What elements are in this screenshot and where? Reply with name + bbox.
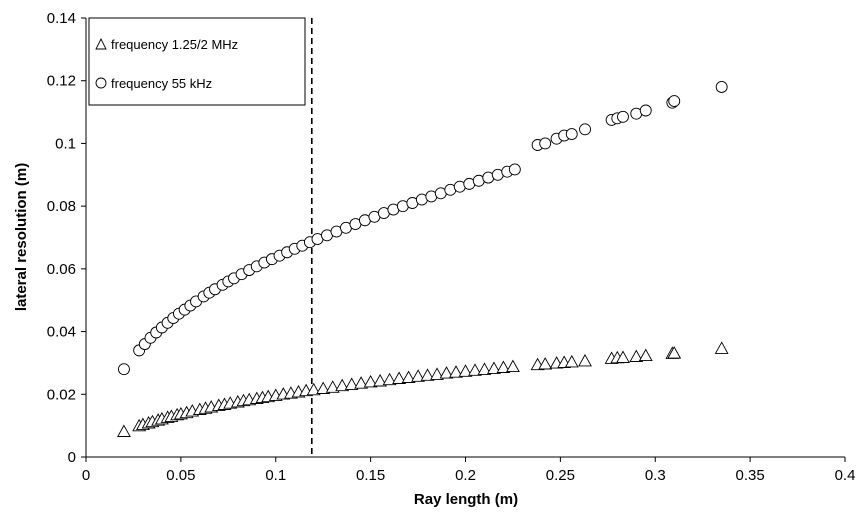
x-tick-label: 0.25 — [546, 467, 575, 484]
y-tick-label: 0.14 — [47, 10, 76, 27]
legend-marker-triangle — [95, 37, 107, 50]
y-tick-label: 0.02 — [47, 386, 76, 403]
y-tick-label: 0 — [68, 449, 76, 466]
triangle-point — [449, 365, 463, 378]
triangle-point — [578, 353, 592, 367]
x-tick-label: 0.1 — [265, 467, 286, 484]
legend: frequency 1.25/2 MHz frequency 55 kHz — [88, 17, 306, 106]
x-tick-label: 0.2 — [455, 467, 476, 484]
circle-point — [117, 363, 130, 376]
triangle-point — [392, 371, 407, 384]
triangle-point — [714, 341, 729, 354]
triangle-point — [344, 377, 359, 390]
triangle-point — [538, 357, 553, 370]
triangle-point — [496, 360, 511, 373]
triangle-point — [306, 382, 321, 396]
triangle-point — [629, 349, 644, 362]
x-tick-label: 0.3 — [645, 467, 666, 484]
circle-point — [579, 123, 591, 136]
x-tick-label: 0.35 — [736, 467, 765, 484]
triangle-point — [382, 372, 397, 386]
triangle-point — [468, 363, 482, 376]
triangle-point — [325, 380, 340, 393]
triangle-point — [335, 378, 350, 392]
data-points — [117, 81, 729, 437]
triangle-point — [401, 370, 416, 383]
triangle-point — [420, 368, 435, 381]
triangle-point — [458, 364, 473, 377]
y-axis-title: lateral resolution (m) — [13, 163, 30, 311]
triangle-point — [354, 376, 369, 389]
y-tick-label: 0.1 — [55, 135, 76, 152]
triangle-point — [117, 424, 131, 437]
series-circles — [117, 81, 728, 376]
y-tick-label: 0.08 — [47, 198, 76, 215]
y-tick-label: 0.12 — [47, 73, 76, 90]
triangle-point — [638, 348, 653, 362]
x-tick-label: 0.4 — [835, 467, 856, 484]
circle-point — [668, 95, 681, 108]
triangle-point — [411, 369, 425, 382]
circle-point — [565, 128, 578, 140]
circle-point — [508, 163, 521, 176]
triangle-point — [316, 381, 331, 394]
x-tick-label: 0.05 — [166, 467, 195, 484]
triangle-point — [616, 350, 630, 363]
legend-label: frequency 1.25/2 MHz — [111, 37, 238, 52]
triangle-point — [430, 367, 444, 380]
triangle-point — [477, 362, 492, 375]
triangle-point — [363, 374, 378, 388]
legend-items: frequency 1.25/2 MHz frequency 55 kHz — [95, 37, 238, 91]
circle-point — [617, 110, 629, 123]
y-tick-label: 0.04 — [47, 324, 76, 341]
x-tick-label: 0 — [82, 467, 90, 484]
legend-box — [88, 17, 306, 106]
triangle-point — [667, 346, 682, 359]
y-tick-labels: 0 0.02 0.04 0.06 0.08 0.1 0.12 0.14 — [47, 10, 86, 466]
circle-point — [715, 81, 728, 93]
legend-marker-circle — [95, 77, 107, 89]
triangle-point — [564, 354, 579, 368]
x-tick-label: 0.15 — [356, 467, 385, 484]
triangle-point — [487, 361, 501, 374]
x-tick-labels: 0 0.05 0.1 0.15 0.2 0.25 0.3 0.35 0.4 — [82, 457, 856, 484]
triangle-point — [439, 366, 454, 379]
legend-label: frequency 55 kHz — [111, 76, 212, 91]
y-tick-label: 0.06 — [47, 261, 76, 278]
triangle-point — [373, 373, 388, 387]
x-axis-title: Ray length (m) — [414, 491, 518, 508]
circle-point — [639, 104, 652, 117]
circle-point — [539, 137, 552, 150]
series-triangles — [117, 341, 729, 437]
triangle-point — [506, 359, 520, 373]
